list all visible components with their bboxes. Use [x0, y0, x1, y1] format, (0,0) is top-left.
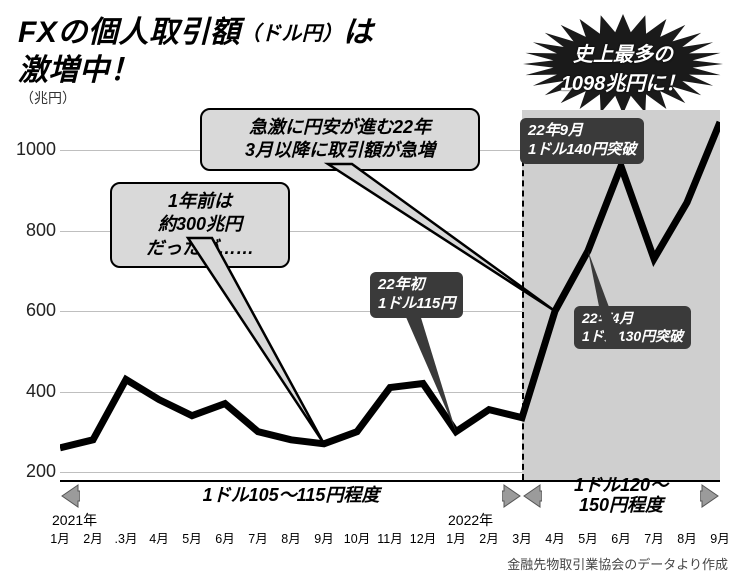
arrow-left-icon	[54, 483, 80, 509]
ytick-label: 800	[16, 220, 56, 241]
xlabel: 9月	[314, 528, 333, 547]
range-text: 1ドル105～115円程度	[203, 486, 380, 506]
year-label: 2022年	[448, 510, 493, 530]
ytick-label: 400	[16, 381, 56, 402]
starburst-callout: 史上最多の 1098兆円に！	[518, 6, 728, 116]
year-label: 2021年	[52, 510, 97, 530]
xlabel: 1月	[50, 528, 69, 547]
xlabel: 8月	[281, 528, 300, 547]
callout-c3: 22年初1ドル115円	[370, 272, 463, 318]
callout-c2: 急激に円安が進む22年3月以降に取引額が急増	[200, 108, 480, 171]
xlabel: 3月	[512, 528, 531, 547]
xlabel: 1月	[446, 528, 465, 547]
xlabel: 7月	[644, 528, 663, 547]
callout-c5: 22年4月1ドル130円突破	[574, 306, 691, 349]
ytick-label: 200	[16, 461, 56, 482]
range-band: 1ドル105～115円程度	[60, 483, 522, 509]
xlabel: 12月	[410, 528, 436, 547]
xlabel: 2月	[83, 528, 102, 547]
starburst-line2: 1098兆円に！	[518, 67, 728, 96]
xlabel: 7月	[248, 528, 267, 547]
source-note: 金融先物取引業協会のデータより作成	[507, 554, 728, 573]
title-part-c: は	[343, 16, 374, 49]
xlabel: 2月	[479, 528, 498, 547]
range-band: 1ドル120～150円程度	[522, 483, 720, 509]
arrow-right-icon	[700, 483, 726, 509]
y-unit-label: （兆円）	[20, 88, 76, 108]
xlabel: 9月	[710, 528, 729, 547]
title-part-b: （ドル円）	[240, 23, 343, 45]
ytick-label: 1000	[16, 139, 56, 160]
xlabel: 5月	[182, 528, 201, 547]
xlabel: 11月	[377, 528, 402, 547]
title-part-a: FXの個人取引額	[18, 16, 240, 49]
chart-root: { "title": { "line1_a": "FXの個人取引額", "lin…	[0, 0, 750, 581]
ytick-label: 600	[16, 300, 56, 321]
xlabel: 4月	[149, 528, 168, 547]
xlabel: 5月	[578, 528, 597, 547]
xlabel: 4月	[545, 528, 564, 547]
xlabel: 10月	[344, 528, 370, 547]
main-title: FXの個人取引額（ドル円）は 激増中！	[18, 14, 373, 89]
title-line2: 激増中！	[18, 54, 140, 87]
xlabel: 6月	[215, 528, 234, 547]
xlabel: 8月	[677, 528, 696, 547]
arrow-left-icon	[516, 483, 542, 509]
callout-c1: 1年前は約300兆円だったが……	[110, 182, 290, 268]
range-text: 1ドル120～150円程度	[574, 476, 668, 516]
starburst-line1: 史上最多の	[518, 38, 728, 67]
callout-c4: 22年9月1ドル140円突破	[520, 118, 644, 164]
xlabel: 6月	[611, 528, 630, 547]
xlabel: .3月	[115, 528, 138, 547]
